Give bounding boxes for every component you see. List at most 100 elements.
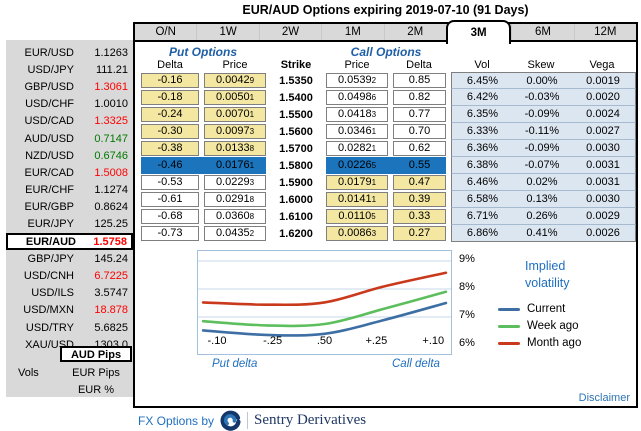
call-cells-group: 0.05392 0.85 (326, 72, 446, 89)
price-main: 0.0086 (337, 227, 372, 239)
call-cells-group: 0.01791 0.47 (326, 174, 446, 191)
col-header-vega: Vega (589, 59, 615, 71)
put-delta-cell: -0.18 (141, 90, 199, 105)
strike-cell: 1.5350 (279, 74, 313, 87)
call-delta-cell: 0.27 (393, 226, 446, 241)
sidebar-pair-gbpusd[interactable]: GBP/USD 1.3061 (6, 78, 133, 95)
vega-cell: 0.0027 (586, 125, 620, 137)
price-main: 0.0360 (215, 210, 250, 222)
put-delta-axis-label: Put delta (212, 358, 258, 370)
sidebar-pair-eurusd[interactable]: EUR/USD 1.1263 (6, 44, 133, 61)
vols-label: Vols (18, 367, 39, 379)
put-cells-group: -0.53 0.02293 (141, 174, 266, 191)
tab-12m[interactable]: 12M (573, 24, 636, 40)
vol-mode-eur[interactable]: EUR % (77, 384, 115, 396)
pair-rate: 1.5008 (94, 166, 128, 179)
x-tick-label: +.10 (422, 335, 445, 347)
sidebar-pair-usdcnh[interactable]: USD/CNH 6.7225 (6, 267, 133, 284)
pair-rate: 0.7147 (94, 132, 128, 145)
vol-cell: 6.38% (466, 159, 499, 171)
sidebar-pair-usdils[interactable]: USD/ILS 3.5747 (6, 285, 133, 302)
pair-rate: 1.3325 (94, 115, 128, 128)
tab-3m[interactable]: 3M (445, 20, 512, 44)
put-delta-cell: -0.61 (141, 192, 199, 207)
price-main: 0.0226 (337, 159, 372, 171)
vol-cell: 6.36% (466, 142, 499, 154)
vol-mode-audpips[interactable]: AUD Pips (60, 346, 132, 362)
skew-cell: 0.13% (526, 193, 558, 205)
tab-on[interactable]: O/N (155, 26, 176, 38)
y-tick-label: 7% (459, 309, 475, 321)
sidebar-pair-nzdusd[interactable]: NZD/USD 0.6746 (6, 147, 133, 164)
disclaimer-link[interactable]: Disclaimer (578, 392, 630, 404)
price-cell: 0.01761 (204, 158, 266, 173)
sidebar-pair-gbpjpy[interactable]: GBP/JPY 145.24 (6, 250, 133, 267)
price-pip-digit: 9 (249, 76, 255, 85)
tab-2w[interactable]: 2W (258, 24, 321, 40)
pair-label: AUD/USD (24, 132, 74, 145)
pair-rate: 18.878 (94, 304, 128, 317)
skew-cell: 0.02% (526, 176, 558, 188)
vol-skew-vega-cells: 6.36% -0.09% 0.0030 (451, 140, 636, 157)
put-cells-group: -0.30 0.00973 (141, 123, 266, 140)
sidebar-pair-usdmxn[interactable]: USD/MXN 18.878 (6, 302, 133, 319)
footer-divider (247, 412, 249, 429)
sidebar-pair-eurcad[interactable]: EUR/CAD 1.5008 (6, 164, 133, 181)
sidebar-pair-audusd[interactable]: AUD/USD 0.7147 (6, 130, 133, 147)
put-cells-group: -0.46 0.01761 (141, 157, 266, 174)
pair-rate: 3.5747 (94, 287, 128, 300)
pair-rate: 111.21 (95, 63, 128, 76)
put-delta-cell: -0.68 (141, 209, 199, 224)
tab-1m[interactable]: 1M (321, 24, 383, 40)
price-cell: 0.00501 (204, 90, 266, 105)
price-pip-digit: 5 (371, 161, 377, 170)
sidebar-pair-usdcad[interactable]: USD/CAD 1.3325 (6, 113, 133, 130)
price-cell: 0.02265 (326, 158, 388, 173)
price-cell: 0.04352 (204, 226, 266, 241)
put-delta-cell: -0.24 (141, 107, 199, 122)
vol-skew-vega-cells: 6.35% -0.09% 0.0024 (451, 106, 636, 123)
pair-rate: 6.7225 (94, 270, 128, 283)
vol-skew-vega-cells: 6.86% 0.41% 0.0026 (451, 225, 636, 242)
pair-label: EUR/GBP (24, 201, 74, 214)
pair-label: NZD/USD (25, 149, 74, 162)
legend-title: Implied volatility (525, 259, 570, 290)
tab-6m[interactable]: 6M (511, 24, 573, 40)
col-header-put-price: Price (222, 59, 248, 71)
vol-cell: 6.35% (466, 108, 499, 120)
sidebar-pair-euraud[interactable]: EUR/AUD 1.5758 (6, 233, 133, 251)
price-main: 0.0042 (215, 74, 250, 86)
vol-cell: 6.46% (466, 176, 499, 188)
pair-label: EUR/CAD (24, 166, 74, 179)
price-pip-digit: 6 (371, 93, 377, 102)
series-week-ago (201, 290, 448, 328)
strike-cell: 1.6000 (279, 193, 313, 206)
options-chain-table: -0.16 0.00429 1.5350 0.05392 0.85 6.45% 0.00% 0… (135, 72, 636, 242)
table-row: -0.73 0.04352 1.6200 0.00863 0.27 6.86% 0.41% 0… (135, 225, 636, 242)
tab-2m[interactable]: 2M (383, 24, 446, 40)
legend-swatch (498, 341, 520, 345)
x-tick-label: .50 (316, 335, 333, 347)
price-cell: 0.04183 (326, 107, 388, 122)
table-row: -0.24 0.00701 1.5500 0.04183 0.77 6.35% -0.09%… (135, 106, 636, 123)
price-main: 0.0050 (215, 91, 250, 103)
price-cell: 0.03608 (204, 209, 266, 224)
vega-cell: 0.0029 (586, 210, 620, 222)
price-cell: 0.00863 (326, 226, 388, 241)
price-main: 0.0346 (337, 125, 372, 137)
strike-cell: 1.5600 (279, 125, 313, 138)
sidebar-pair-eurchf[interactable]: EUR/CHF 1.1274 (6, 182, 133, 199)
vol-mode-eurpips[interactable]: EUR Pips (72, 367, 120, 379)
sidebar-pair-usdjpy[interactable]: USD/JPY 111.21 (6, 61, 133, 78)
sidebar-pair-eurgbp[interactable]: EUR/GBP 0.8624 (6, 199, 133, 216)
sidebar-pair-eurjpy[interactable]: EUR/JPY 125.25 (6, 216, 133, 233)
col-header-strike: Strike (280, 59, 312, 71)
sidebar-pair-usdtry[interactable]: USD/TRY 5.6825 (6, 319, 133, 336)
put-cells-group: -0.38 0.01338 (141, 140, 266, 157)
sidebar-pair-usdchf[interactable]: USD/CHF 1.0010 (6, 96, 133, 113)
price-pip-digit: 1 (249, 93, 255, 102)
tab-1w[interactable]: 1W (196, 24, 258, 40)
legend-item-current: Current (498, 301, 636, 318)
table-row: -0.38 0.01338 1.5700 0.02821 0.62 6.36% -0.09%… (135, 140, 636, 157)
price-cell: 0.02918 (204, 192, 266, 207)
